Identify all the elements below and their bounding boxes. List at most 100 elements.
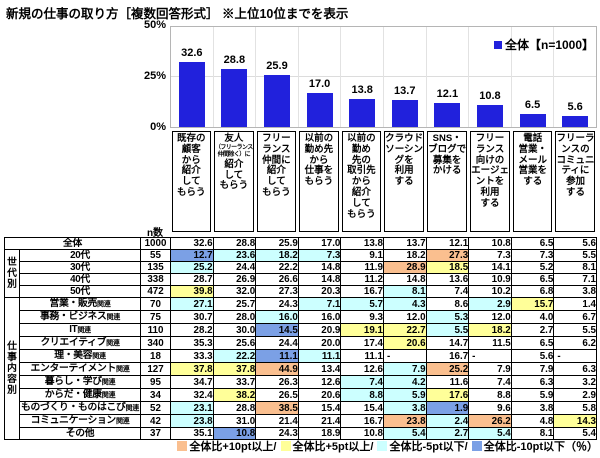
- value-cell: 5.4: [553, 427, 597, 440]
- value-cell: 21.4: [297, 414, 342, 428]
- legend-label: 全体比-10pt以下: [483, 441, 565, 453]
- value-cell: 16.0: [255, 310, 299, 324]
- value-cell: 20.6: [382, 336, 427, 350]
- value-cell: 5.2: [510, 261, 555, 274]
- category-label-line: 顧客: [181, 143, 201, 155]
- legend-percent-note: （％）: [565, 441, 598, 453]
- value-cell: 8.6: [425, 297, 470, 311]
- category-label-line: ランス: [262, 143, 291, 155]
- row-label-cell: ものづくり・ものはこび関連: [19, 401, 141, 415]
- row-label-cell: 全体: [4, 237, 141, 250]
- value-cell: 5.9: [382, 388, 427, 402]
- category-label-line: 営業・: [518, 143, 547, 155]
- value-cell: -: [553, 349, 597, 363]
- n-cell: 34: [140, 388, 171, 402]
- value-cell: 4.8: [510, 414, 555, 428]
- table-row: 仕事内容別 営業・販売関連 70 27.1 25.7 24.3 7.1 5.7 4.3 8.6 2.…: [4, 297, 597, 440]
- row-label-suffix: 関連: [125, 405, 140, 412]
- value-cell: 5.9: [510, 388, 555, 402]
- value-cell: 39.8: [170, 285, 214, 298]
- value-cell: 10.8: [212, 427, 257, 440]
- category-label-line: フリー: [262, 133, 291, 144]
- bar: [519, 114, 546, 127]
- value-cell: 6.3: [553, 362, 597, 376]
- value-cell: 5.8: [553, 401, 597, 415]
- row-label-cell: 暮らし・学び関連: [19, 375, 141, 389]
- category-label-line: 参加: [565, 176, 585, 188]
- value-cell: 16.0: [297, 310, 342, 324]
- bar: [391, 99, 418, 127]
- row-label-suffix: 関連: [115, 418, 130, 425]
- y-axis-tick: 25%: [143, 70, 166, 82]
- value-cell: 23.6: [212, 249, 257, 262]
- category-label-line: かける: [432, 165, 462, 177]
- value-cell: 15.7: [510, 297, 555, 311]
- value-cell: 7.9: [382, 362, 427, 376]
- table-row: IT関連 110 28.2 30.0 14.5 20.9 19.1 22.7 5.5 18.2 2.…: [5, 323, 597, 337]
- value-cell: 20.6: [297, 388, 342, 402]
- value-cell: 34.7: [170, 375, 214, 389]
- value-cell: 35.1: [170, 427, 214, 440]
- value-cell: 16.7: [340, 285, 384, 298]
- category-label-line: から: [351, 176, 371, 188]
- value-cell: 14.8: [382, 273, 427, 286]
- value-cell: 8.8: [468, 388, 512, 402]
- value-cell: 20.9: [297, 323, 342, 337]
- bar-column: 13.8: [341, 27, 384, 127]
- table-row: その他 37 35.1 10.8 24.3 18.9 10.8 5.4 2.7 5.4 8.1 5.4: [5, 427, 597, 440]
- category-label-line: もらう: [262, 187, 291, 199]
- value-cell: 37.8: [212, 362, 257, 376]
- category-box: 友人 （フリーランス 仲間除く）に 紹介 して もらう: [213, 131, 254, 232]
- value-cell: 13.8: [340, 237, 384, 250]
- value-cell: 11.1: [297, 349, 342, 363]
- category-label-line: 勤め先: [304, 143, 334, 155]
- value-cell: 38.2: [212, 388, 257, 402]
- value-cell: 5.4: [468, 427, 512, 440]
- value-cell: 18.2: [255, 249, 299, 262]
- category-label-line: から: [181, 154, 201, 166]
- value-cell: 2.4: [425, 414, 470, 428]
- table-row: エンターテイメント関連 127 37.8 37.8 44.9 13.4 12.6 7.9 25.…: [5, 362, 597, 376]
- value-cell: 26.5: [255, 388, 299, 402]
- value-cell: 10.8: [340, 427, 384, 440]
- value-cell: 27.3: [425, 249, 470, 262]
- value-cell: 3.8: [553, 285, 597, 298]
- category-label-line: ティに: [561, 165, 590, 177]
- value-cell: 24.3: [255, 427, 299, 440]
- row-label-cell: 40代: [19, 273, 141, 286]
- value-cell: 5.6: [510, 349, 555, 363]
- chart-legend-label: 全体【n=1000】: [505, 38, 595, 52]
- value-cell: 32.4: [170, 388, 214, 402]
- category-label-line: 以前の: [347, 133, 376, 144]
- value-cell: 9.1: [340, 249, 384, 262]
- bar-value-label: 25.9: [266, 60, 288, 73]
- category-label-line: 先の: [351, 154, 371, 166]
- bar-value-label: 6.5: [524, 99, 541, 111]
- bar: [562, 115, 589, 127]
- value-cell: -: [382, 349, 427, 363]
- category-label-line: 勤め: [351, 143, 371, 155]
- bar-column: 6.5: [512, 27, 555, 127]
- bar-column: 10.8: [469, 27, 512, 127]
- row-label-suffix: 関連: [116, 366, 130, 373]
- category-label-line: から: [309, 154, 329, 166]
- category-box: SNS・ ブログで 募集を かける: [427, 131, 468, 232]
- value-cell: 7.3: [297, 249, 342, 262]
- category-label-line: SNS・: [432, 133, 462, 144]
- table-row: 30代 135 25.2 24.4 22.2 14.8 11.9 28.9 18.5 14.1 5.…: [5, 261, 597, 274]
- value-cell: 6.2: [553, 336, 597, 350]
- value-cell: 6.8: [510, 285, 555, 298]
- category-label-line: 利用: [480, 187, 500, 199]
- n-cell: 42: [140, 414, 171, 428]
- table-row: クリエイティブ関連 340 35.3 25.6 24.4 20.0 17.4 20.6 14.7…: [5, 336, 597, 350]
- value-cell: 26.3: [255, 375, 299, 389]
- value-cell: 11.6: [425, 375, 470, 389]
- row-label-suffix: 関連: [101, 392, 116, 399]
- category-label-line: して: [352, 197, 371, 209]
- table-row: 40代 338 28.7 26.9 26.6 14.8 11.2 14.8 13.6 10.9 6.…: [5, 273, 597, 286]
- bar: [434, 102, 461, 127]
- legend-color-swatch: [177, 441, 188, 451]
- value-cell: 44.9: [255, 362, 299, 376]
- value-cell: 16.7: [425, 349, 470, 363]
- category-box: フリー ランス 仲間に 紹介 して もらう: [256, 131, 297, 232]
